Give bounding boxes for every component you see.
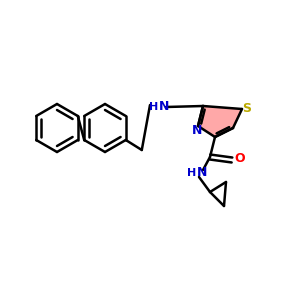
Text: N: N xyxy=(197,167,207,179)
Text: S: S xyxy=(242,101,251,115)
Text: N: N xyxy=(192,124,202,137)
Polygon shape xyxy=(198,106,242,137)
Text: H: H xyxy=(149,102,158,112)
Text: O: O xyxy=(235,152,245,166)
Text: N: N xyxy=(159,100,169,113)
Text: H: H xyxy=(187,168,196,178)
